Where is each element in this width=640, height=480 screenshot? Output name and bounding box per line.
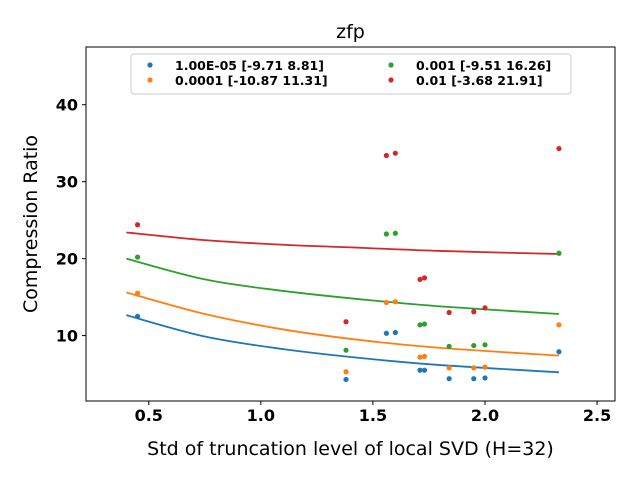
data-point-s2-8 xyxy=(482,342,488,348)
data-point-s0-4 xyxy=(417,367,423,373)
data-point-s1-8 xyxy=(482,364,488,370)
data-point-s0-5 xyxy=(421,367,428,373)
legend-marker-2 xyxy=(388,62,394,68)
data-point-s0-7 xyxy=(471,376,477,382)
x-tick-label: 2.0 xyxy=(471,406,499,425)
legend-label-2: 0.001 [-9.51 16.26] xyxy=(416,58,551,73)
data-point-s0-3 xyxy=(392,329,398,336)
data-point-s2-9 xyxy=(556,250,562,256)
data-point-s0-9 xyxy=(556,349,562,355)
data-point-s0-0 xyxy=(134,313,141,319)
y-axis-label: Compression Ratio xyxy=(20,135,42,313)
chart-title: zfp xyxy=(336,21,365,43)
data-point-s2-2 xyxy=(383,231,389,237)
legend-marker-1 xyxy=(147,77,153,83)
x-tick-label: 1.0 xyxy=(247,406,275,425)
data-point-s0-6 xyxy=(446,376,452,382)
legend-label-0: 1.00E-05 [-9.71 8.81] xyxy=(175,58,324,73)
legend-label-3: 0.01 [-3.68 21.91] xyxy=(416,73,543,88)
fit-line-1 xyxy=(126,291,560,357)
data-point-s3-9 xyxy=(556,145,562,152)
data-point-s3-5 xyxy=(421,275,428,281)
plot-frame xyxy=(85,46,616,402)
data-point-s2-0 xyxy=(134,254,141,260)
data-point-s2-5 xyxy=(421,321,428,327)
fit-line-0 xyxy=(126,314,560,374)
y-tick-label: 10 xyxy=(56,327,78,346)
data-point-s2-4 xyxy=(417,322,423,328)
data-point-s3-4 xyxy=(417,276,423,283)
fit-line-2 xyxy=(126,257,560,315)
y-tick-label: 30 xyxy=(56,173,78,192)
legend-box xyxy=(130,53,572,95)
data-point-s2-7 xyxy=(471,342,477,349)
data-point-s0-1 xyxy=(343,376,349,383)
data-point-s3-1 xyxy=(343,319,349,325)
data-point-s3-8 xyxy=(482,305,488,311)
data-point-s0-8 xyxy=(482,375,488,381)
y-tick-label: 40 xyxy=(56,96,78,115)
legend-marker-3 xyxy=(388,77,394,83)
data-point-s1-4 xyxy=(417,354,423,360)
x-tick-label: 1.5 xyxy=(359,406,387,425)
fit-line-3 xyxy=(126,231,559,255)
y-tick-label: 20 xyxy=(56,250,78,269)
data-point-s2-3 xyxy=(392,230,398,236)
data-point-s3-3 xyxy=(392,150,398,156)
data-point-s1-3 xyxy=(392,299,398,305)
data-point-s0-2 xyxy=(383,330,389,336)
data-point-s3-0 xyxy=(134,222,141,228)
data-point-s1-1 xyxy=(343,369,349,375)
legend-marker-0 xyxy=(147,62,153,68)
data-point-s2-1 xyxy=(343,347,349,353)
data-point-s3-6 xyxy=(446,309,452,316)
legend: 1.00E-05 [-9.71 8.81]0.0001 [-10.87 11.3… xyxy=(130,53,572,95)
plot-area xyxy=(126,145,562,383)
data-point-s3-7 xyxy=(471,309,477,315)
x-axis-label: Std of truncation level of local SVD (H=… xyxy=(147,438,554,460)
axis-ticks: 0.5 1.0 1.5 2.0 2.5 10 20 30 40 xyxy=(56,96,612,425)
legend-label-1: 0.0001 [-10.87 11.31] xyxy=(175,73,328,88)
x-tick-label: 0.5 xyxy=(135,406,163,425)
data-point-s3-2 xyxy=(383,152,389,159)
data-point-s1-6 xyxy=(446,365,452,371)
x-tick-label: 2.5 xyxy=(583,406,611,425)
data-point-s1-2 xyxy=(383,299,389,306)
data-point-s1-5 xyxy=(421,353,428,359)
data-point-s1-9 xyxy=(556,322,562,328)
data-point-s1-7 xyxy=(471,365,477,371)
data-point-s2-6 xyxy=(446,343,452,349)
data-point-s1-0 xyxy=(134,290,141,296)
